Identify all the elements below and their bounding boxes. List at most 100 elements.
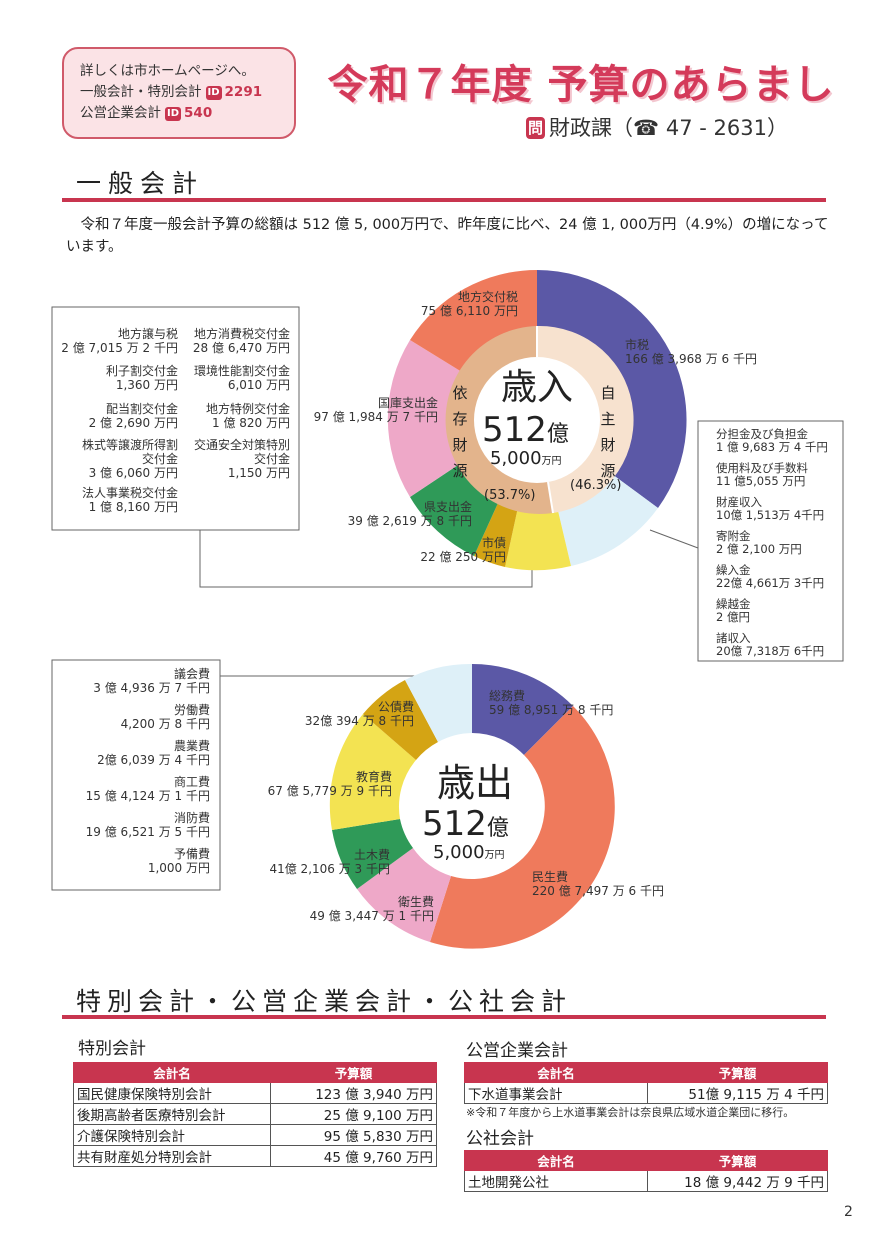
account-name: 介護保険特別会計 bbox=[73, 1124, 271, 1146]
account-amount: 123 億 3,940 万円 bbox=[270, 1082, 437, 1104]
revenue-total-unit: 億 bbox=[546, 422, 569, 447]
slice-education bbox=[329, 714, 416, 830]
label-amount: 59 億 8,951 万 8 千円 bbox=[489, 703, 614, 717]
label-name: 市税 bbox=[625, 338, 650, 352]
revenue-sub-unit: 万円 bbox=[541, 456, 562, 467]
revenue-left-box bbox=[51, 306, 300, 531]
item-amount: 19 億 6,521 万 5 千円 bbox=[85, 825, 210, 839]
expenditure-center-amount: 512億 bbox=[422, 804, 542, 844]
label-amount: 67 億 5,779 万 9 千円 bbox=[267, 784, 392, 798]
item-amount: 2 億 2,100 万円 bbox=[716, 542, 802, 556]
item-name: 消防費 bbox=[173, 811, 210, 825]
label-amount: 75 億 6,110 万円 bbox=[420, 304, 518, 318]
info-box: 詳しくは市ホームページへ。 一般会計・特別会計 ID 2291 公営企業会計 ID 54… bbox=[62, 47, 296, 139]
col-header-amount: 予算額 bbox=[270, 1062, 437, 1083]
corporation-accounts-table: 会計名 予算額 土地開発公社 18 億 9,442 万 9 千円 bbox=[464, 1150, 828, 1192]
id-icon: ID bbox=[165, 107, 182, 121]
expenditure-sub-amount: 5,000 bbox=[433, 842, 485, 863]
enterprise-accounts-table: 会計名 予算額 下水道事業会計 51億 9,115 万 4 千円 bbox=[464, 1062, 828, 1104]
col-header-name: 会計名 bbox=[73, 1062, 271, 1083]
table-row: 土地開発公社 18 億 9,442 万 9 千円 bbox=[464, 1170, 828, 1192]
dependent-label: 依存財源 bbox=[452, 384, 468, 480]
revenue-right-item: 財産収入 10億 1,513万 4千円 bbox=[716, 496, 828, 522]
expenditure-left-item: 商工費 15 億 4,124 万 1 千円 bbox=[56, 775, 210, 803]
label-amount: 22 億 250 万円 bbox=[420, 550, 506, 564]
label-name: 県支出金 bbox=[423, 500, 472, 514]
expenditure-left-item: 議会費 3 億 4,936 万 7 千円 bbox=[56, 667, 210, 695]
table-row: 下水道事業会計 51億 9,115 万 4 千円 bbox=[464, 1082, 828, 1104]
item-amount: 4,200 万 8 千円 bbox=[120, 717, 210, 731]
expenditure-total: 512 bbox=[422, 804, 487, 844]
label-name: 公債費 bbox=[377, 700, 414, 714]
item-amount: 3 億 6,060 万円 bbox=[88, 466, 178, 480]
col-header-name: 会計名 bbox=[464, 1062, 648, 1083]
item-amount: 1,360 万円 bbox=[115, 378, 178, 392]
revenue-center-amount: 512億 bbox=[482, 410, 602, 450]
account-amount: 45 億 9,760 万円 bbox=[270, 1145, 437, 1167]
table-header: 会計名 予算額 bbox=[464, 1150, 828, 1171]
item-name: 地方消費税交付金 bbox=[193, 327, 290, 341]
item-name: 寄附金 bbox=[716, 529, 751, 543]
revenue-right-item: 使用料及び手数料 11 億5,055 万円 bbox=[716, 462, 828, 488]
label-city-bonds: 市債 22 億 250 万円 bbox=[400, 536, 506, 564]
revenue-total: 512 bbox=[482, 410, 547, 450]
account-name: 後期高齢者医療特別会計 bbox=[73, 1103, 271, 1125]
section-rule bbox=[62, 1015, 826, 1019]
revenue-center-title: 歳入 bbox=[500, 367, 573, 408]
item-amount: 11 億5,055 万円 bbox=[716, 474, 806, 488]
expenditure-left-box bbox=[51, 659, 221, 891]
account-amount: 51億 9,115 万 4 千円 bbox=[647, 1082, 828, 1104]
general-id[interactable]: 2291 bbox=[224, 84, 263, 100]
expenditure-left-list: 議会費 3 億 4,936 万 7 千円 労働費 4,200 万 8 千円 農業費 2… bbox=[56, 667, 210, 875]
item-amount: 28 億 6,470 万円 bbox=[192, 341, 290, 355]
label-prefectural: 県支出金 39 億 2,619 万 8 千円 bbox=[330, 500, 472, 528]
account-name: 共有財産処分特別会計 bbox=[73, 1145, 271, 1167]
expenditure-left-item: 予備費 1,000 万円 bbox=[56, 847, 210, 875]
revenue-right-item: 繰入金 22億 4,661万 3千円 bbox=[716, 564, 828, 590]
item-name: 使用料及び手数料 bbox=[716, 461, 808, 475]
expenditure-center-title: 歳出 bbox=[436, 761, 513, 805]
revenue-right-list: 分担金及び負担金 1 億 9,683 万 4 千円 使用料及び手数料 11 億5,0… bbox=[716, 428, 828, 658]
item-amount: 10億 1,513万 4千円 bbox=[716, 508, 825, 522]
item-name: 議会費 bbox=[173, 667, 210, 681]
page-number: 2 bbox=[844, 1204, 853, 1220]
table-row: 共有財産処分特別会計 45 億 9,760 万円 bbox=[73, 1145, 437, 1167]
item-amount: 15 億 4,124 万 1 千円 bbox=[85, 789, 210, 803]
label-amount: 49 億 3,447 万 1 千円 bbox=[309, 909, 434, 923]
independent-label: 自主財源 bbox=[600, 384, 616, 480]
revenue-left-item: 地方消費税交付金 28 億 6,470 万円 bbox=[186, 327, 290, 355]
account-amount: 95 億 5,830 万円 bbox=[270, 1124, 437, 1146]
corporation-accounts-title: 公社会計 bbox=[466, 1129, 534, 1149]
item-amount: 1,150 万円 bbox=[227, 466, 290, 480]
table-row: 介護保険特別会計 95 億 5,830 万円 bbox=[73, 1124, 437, 1146]
account-amount: 25 億 9,100 万円 bbox=[270, 1103, 437, 1125]
label-amount: 97 億 1,984 万 7 千円 bbox=[313, 410, 438, 424]
label-name: 国庫支出金 bbox=[377, 396, 438, 410]
slice-public-debt bbox=[363, 680, 438, 760]
label-amount: 32億 394 万 8 千円 bbox=[304, 714, 414, 728]
item-name: 繰入金 bbox=[716, 563, 751, 577]
item-name: 財産収入 bbox=[716, 495, 762, 509]
label-public-debt: 公債費 32億 394 万 8 千円 bbox=[284, 700, 414, 728]
item-amount: 2 億 2,690 万円 bbox=[88, 416, 178, 430]
revenue-sub-amount: 5,000 bbox=[490, 448, 542, 469]
revenue-left-item: 地方特例交付金 1 億 820 万円 bbox=[186, 402, 290, 430]
slice-city-bonds bbox=[505, 498, 571, 571]
item-name: 環境性能割交付金 bbox=[193, 364, 290, 378]
enterprise-accounts-title: 公営企業会計 bbox=[466, 1041, 568, 1061]
item-amount: 2億 6,039 万 4 千円 bbox=[97, 753, 210, 767]
department-contact: 問財政課（☎ 47 - 2631） bbox=[526, 112, 788, 142]
revenue-right-item: 分担金及び負担金 1 億 9,683 万 4 千円 bbox=[716, 428, 828, 454]
revenue-left-item: 法人事業税交付金 1 億 8,160 万円 bbox=[56, 486, 178, 514]
item-name: 交通安全対策特別交付金 bbox=[194, 438, 291, 466]
revenue-left-item: 利子割交付金 1,360 万円 bbox=[56, 364, 178, 392]
revenue-left-item: 交通安全対策特別交付金 1,150 万円 bbox=[186, 438, 290, 480]
table-header: 会計名 予算額 bbox=[464, 1062, 828, 1083]
slice-welfare bbox=[430, 706, 615, 949]
item-amount: 3 億 4,936 万 7 千円 bbox=[93, 681, 210, 695]
revenue-left-item: 配当割交付金 2 億 2,690 万円 bbox=[56, 402, 178, 430]
enterprise-id[interactable]: 540 bbox=[184, 105, 213, 121]
item-amount: 2 億円 bbox=[716, 610, 750, 624]
revenue-right-item: 寄附金 2 億 2,100 万円 bbox=[716, 530, 828, 556]
